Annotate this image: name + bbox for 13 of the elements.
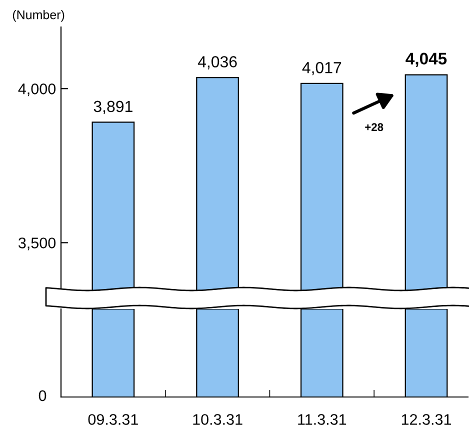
y-tick-label: 3,500 bbox=[18, 238, 56, 250]
data-label: 3,891 bbox=[94, 100, 132, 114]
data-label: 4,045 bbox=[406, 52, 447, 67]
x-tick-label: 09.3.31 bbox=[88, 414, 138, 425]
data-label: 4,017 bbox=[302, 62, 342, 76]
x-tick-label: 11.3.31 bbox=[298, 414, 346, 425]
x-tick-label: 10.3.31 bbox=[193, 414, 242, 425]
data-label: 4,036 bbox=[198, 56, 237, 70]
annotation: +28 bbox=[365, 123, 384, 132]
y-tick-label: 4,000 bbox=[18, 83, 56, 96]
text: (Number) bbox=[12, 10, 64, 22]
text: 0 bbox=[38, 390, 46, 402]
x-tick-label: 12.3.31 bbox=[402, 414, 451, 425]
